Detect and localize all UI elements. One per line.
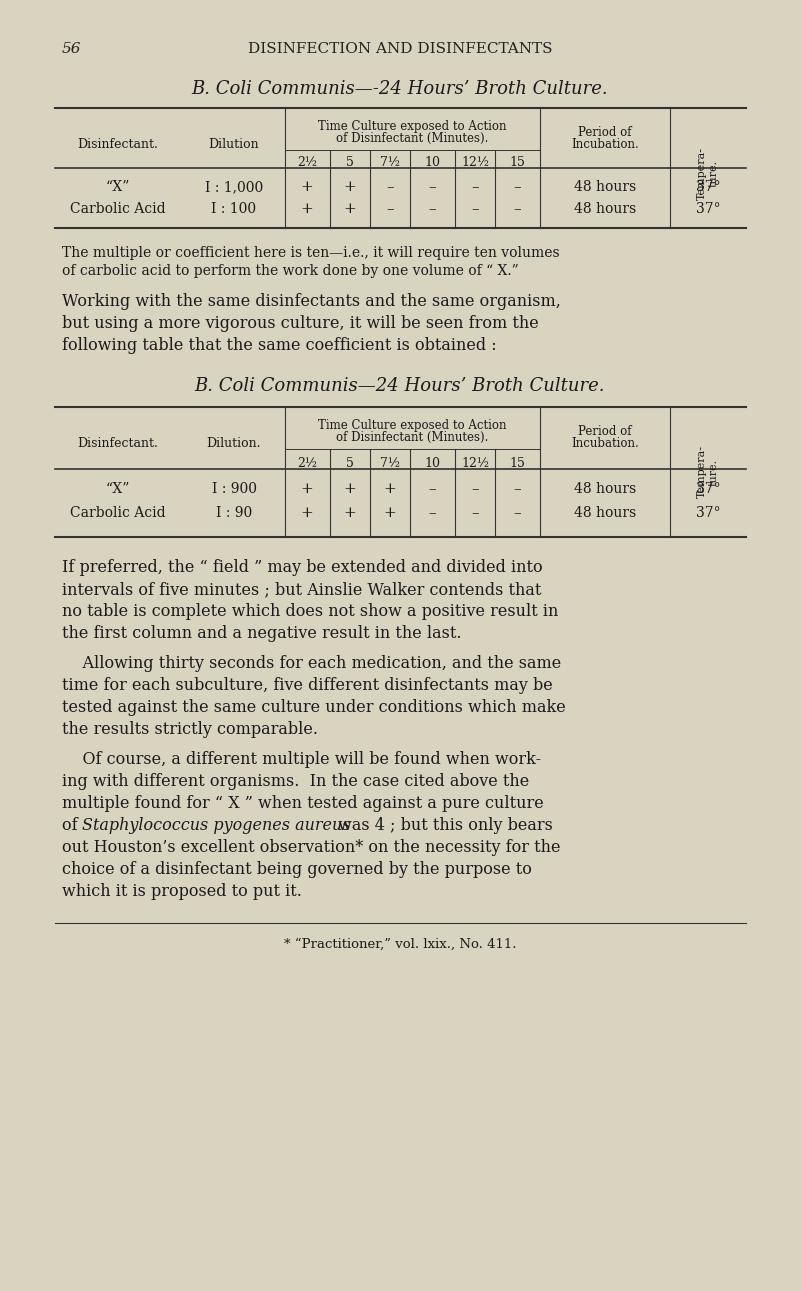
Text: –: – bbox=[471, 201, 479, 216]
Text: +: + bbox=[344, 482, 356, 496]
Text: I : 1,000: I : 1,000 bbox=[205, 179, 263, 194]
Text: of: of bbox=[62, 817, 83, 834]
Text: 48 hours: 48 hours bbox=[574, 179, 636, 194]
Text: Tempera-
ture.: Tempera- ture. bbox=[697, 146, 718, 200]
Text: 48 hours: 48 hours bbox=[574, 506, 636, 520]
Text: but using a more vigorous culture, it will be seen from the: but using a more vigorous culture, it wi… bbox=[62, 315, 539, 332]
Text: DISINFECTION AND DISINFECTANTS: DISINFECTION AND DISINFECTANTS bbox=[248, 43, 552, 56]
Text: 37°: 37° bbox=[696, 201, 720, 216]
Text: time for each subculture, five different disinfectants may be: time for each subculture, five different… bbox=[62, 676, 553, 695]
Text: –: – bbox=[429, 201, 436, 216]
Text: Incubation.: Incubation. bbox=[571, 138, 639, 151]
Text: Dilution: Dilution bbox=[209, 138, 260, 151]
Text: 7½: 7½ bbox=[380, 457, 400, 470]
Text: Incubation.: Incubation. bbox=[571, 436, 639, 451]
Text: Time Culture exposed to Action: Time Culture exposed to Action bbox=[318, 120, 506, 133]
Text: –: – bbox=[429, 179, 436, 194]
Text: choice of a disinfectant being governed by the purpose to: choice of a disinfectant being governed … bbox=[62, 861, 532, 878]
Text: +: + bbox=[344, 179, 356, 194]
Text: 56: 56 bbox=[62, 43, 82, 56]
Text: Disinfectant.: Disinfectant. bbox=[78, 138, 159, 151]
Text: * “Practitioner,” vol. lxix., No. 411.: * “Practitioner,” vol. lxix., No. 411. bbox=[284, 939, 517, 951]
Text: I : 100: I : 100 bbox=[211, 201, 256, 216]
Text: 15: 15 bbox=[509, 156, 525, 169]
Text: multiple found for “ X ” when tested against a pure culture: multiple found for “ X ” when tested aga… bbox=[62, 795, 544, 812]
Text: I : 90: I : 90 bbox=[216, 506, 252, 520]
Text: Period of: Period of bbox=[578, 127, 632, 139]
Text: Tempera-
ture.: Tempera- ture. bbox=[697, 445, 718, 498]
Text: intervals of five minutes ; but Ainslie Walker contends that: intervals of five minutes ; but Ainslie … bbox=[62, 581, 541, 598]
Text: 37°: 37° bbox=[696, 179, 720, 194]
Text: of carbolic acid to perform the work done by one volume of “ X.”: of carbolic acid to perform the work don… bbox=[62, 263, 519, 278]
Text: +: + bbox=[384, 506, 396, 520]
Text: no table is complete which does not show a positive result in: no table is complete which does not show… bbox=[62, 603, 558, 620]
Text: 48 hours: 48 hours bbox=[574, 482, 636, 496]
Text: 2½: 2½ bbox=[297, 156, 317, 169]
Text: Working with the same disinfectants and the same organism,: Working with the same disinfectants and … bbox=[62, 293, 561, 310]
Text: +: + bbox=[384, 482, 396, 496]
Text: Period of: Period of bbox=[578, 425, 632, 438]
Text: +: + bbox=[300, 179, 313, 194]
Text: +: + bbox=[344, 201, 356, 216]
Text: +: + bbox=[300, 201, 313, 216]
Text: –: – bbox=[429, 482, 436, 496]
Text: Carbolic Acid: Carbolic Acid bbox=[70, 506, 166, 520]
Text: –: – bbox=[471, 482, 479, 496]
Text: –: – bbox=[513, 482, 521, 496]
Text: 15: 15 bbox=[509, 457, 525, 470]
Text: –: – bbox=[513, 506, 521, 520]
Text: B. Coli Communis—-24 Hours’ Broth Culture.: B. Coli Communis—-24 Hours’ Broth Cultur… bbox=[191, 80, 608, 98]
Text: 2½: 2½ bbox=[297, 457, 317, 470]
Text: “X”: “X” bbox=[106, 482, 131, 496]
Text: tested against the same culture under conditions which make: tested against the same culture under co… bbox=[62, 698, 566, 717]
Text: –: – bbox=[513, 179, 521, 194]
Text: Time Culture exposed to Action: Time Culture exposed to Action bbox=[318, 420, 506, 432]
Text: 12½: 12½ bbox=[461, 457, 489, 470]
Text: –: – bbox=[429, 506, 436, 520]
Text: ing with different organisms.  In the case cited above the: ing with different organisms. In the cas… bbox=[62, 773, 529, 790]
Text: –: – bbox=[471, 506, 479, 520]
Text: +: + bbox=[300, 506, 313, 520]
Text: Of course, a different multiple will be found when work-: Of course, a different multiple will be … bbox=[62, 751, 541, 768]
Text: Dilution.: Dilution. bbox=[207, 436, 261, 451]
Text: If preferred, the “ field ” may be extended and divided into: If preferred, the “ field ” may be exten… bbox=[62, 559, 542, 576]
Text: Carbolic Acid: Carbolic Acid bbox=[70, 201, 166, 216]
Text: Staphylococcus pyogenes aureus: Staphylococcus pyogenes aureus bbox=[82, 817, 351, 834]
Text: the first column and a negative result in the last.: the first column and a negative result i… bbox=[62, 625, 461, 642]
Text: –: – bbox=[386, 201, 394, 216]
Text: 7½: 7½ bbox=[380, 156, 400, 169]
Text: 5: 5 bbox=[346, 457, 354, 470]
Text: 12½: 12½ bbox=[461, 156, 489, 169]
Text: 10: 10 bbox=[424, 457, 440, 470]
Text: which it is proposed to put it.: which it is proposed to put it. bbox=[62, 883, 302, 900]
Text: was 4 ; but this only bears: was 4 ; but this only bears bbox=[333, 817, 553, 834]
Text: 37°: 37° bbox=[696, 506, 720, 520]
Text: the results strictly comparable.: the results strictly comparable. bbox=[62, 720, 318, 738]
Text: The multiple or coefficient here is ten—i.e., it will require ten volumes: The multiple or coefficient here is ten—… bbox=[62, 247, 560, 259]
Text: of Disinfectant (Minutes).: of Disinfectant (Minutes). bbox=[336, 132, 488, 145]
Text: of Disinfectant (Minutes).: of Disinfectant (Minutes). bbox=[336, 431, 488, 444]
Text: +: + bbox=[300, 482, 313, 496]
Text: Allowing thirty seconds for each medication, and the same: Allowing thirty seconds for each medicat… bbox=[62, 655, 562, 673]
Text: B. Coli Communis—24 Hours’ Broth Culture.: B. Coli Communis—24 Hours’ Broth Culture… bbox=[195, 377, 606, 395]
Text: –: – bbox=[471, 179, 479, 194]
Text: –: – bbox=[513, 201, 521, 216]
Text: 48 hours: 48 hours bbox=[574, 201, 636, 216]
Text: +: + bbox=[344, 506, 356, 520]
Text: 37°: 37° bbox=[696, 482, 720, 496]
Text: Disinfectant.: Disinfectant. bbox=[78, 436, 159, 451]
Text: 10: 10 bbox=[424, 156, 440, 169]
Text: out Houston’s excellent observation* on the necessity for the: out Houston’s excellent observation* on … bbox=[62, 839, 561, 856]
Text: 5: 5 bbox=[346, 156, 354, 169]
Text: “X”: “X” bbox=[106, 179, 131, 194]
Text: following table that the same coefficient is obtained :: following table that the same coefficien… bbox=[62, 337, 497, 354]
Text: –: – bbox=[386, 179, 394, 194]
Text: I : 900: I : 900 bbox=[211, 482, 256, 496]
